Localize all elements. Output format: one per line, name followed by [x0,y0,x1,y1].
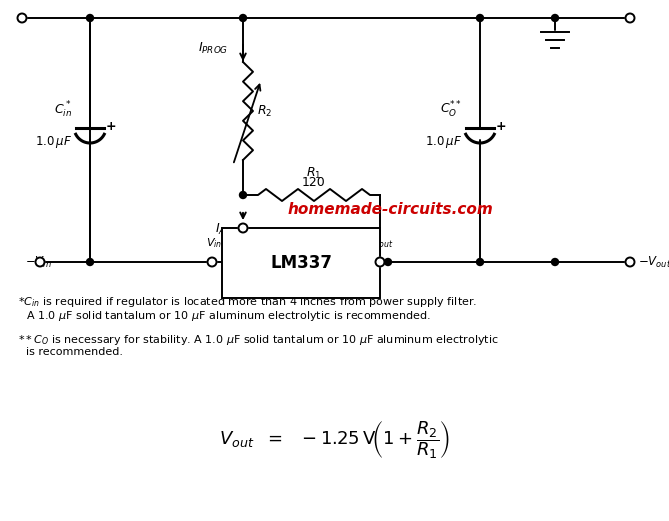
Text: LM337: LM337 [270,254,332,272]
Circle shape [86,258,94,266]
Text: $I_{Adj}$: $I_{Adj}$ [215,221,235,239]
Circle shape [385,258,391,266]
Text: $1.0\,\mu F$: $1.0\,\mu F$ [425,134,462,150]
Circle shape [207,257,217,267]
Circle shape [375,257,385,267]
Text: $1.0\,\mu F$: $1.0\,\mu F$ [35,134,72,150]
Text: 120: 120 [302,177,325,190]
Circle shape [35,257,45,267]
FancyBboxPatch shape [222,228,380,298]
Text: homemade-circuits.com: homemade-circuits.com [287,203,493,217]
Circle shape [86,15,94,21]
Text: $R_2$: $R_2$ [257,104,272,119]
Text: A 1.0 $\mu$F solid tantalum or 10 $\mu$F aluminum electrolytic is recommended.: A 1.0 $\mu$F solid tantalum or 10 $\mu$F… [26,309,431,323]
Text: $V_{out}$: $V_{out}$ [371,236,393,250]
Text: is recommended.: is recommended. [26,347,123,357]
Text: +: + [106,119,116,132]
Circle shape [476,258,484,266]
Circle shape [17,14,27,22]
Text: $V_{in}$: $V_{in}$ [206,236,222,250]
Text: $-V_{out}$: $-V_{out}$ [638,254,669,269]
Text: $I_{PROG}$: $I_{PROG}$ [198,41,228,56]
Circle shape [240,192,246,199]
Text: $V_{out}\ \ =\ \ -1.25\,\mathrm{V}\!\left(1 + \dfrac{R_2}{R_1}\right)$: $V_{out}\ \ =\ \ -1.25\,\mathrm{V}\!\lef… [219,419,450,461]
Text: $C_{in}^*$: $C_{in}^*$ [54,100,72,120]
Circle shape [476,15,484,21]
Text: $C_O^{**}$: $C_O^{**}$ [440,100,462,120]
Circle shape [551,15,559,21]
Text: $*C_{in}$ is required if regulator is located more than 4 inches from power supp: $*C_{in}$ is required if regulator is lo… [18,295,477,309]
Text: +: + [496,119,506,132]
Circle shape [239,224,248,232]
Text: $**C_O$ is necessary for stability. A 1.0 $\mu$F solid tantalum or 10 $\mu$F alu: $**C_O$ is necessary for stability. A 1.… [18,333,498,347]
Text: $-V_{in}$: $-V_{in}$ [25,254,52,269]
Circle shape [626,14,634,22]
Circle shape [551,258,559,266]
Circle shape [240,15,246,21]
Circle shape [626,257,634,267]
Text: $R_1$: $R_1$ [306,166,321,181]
